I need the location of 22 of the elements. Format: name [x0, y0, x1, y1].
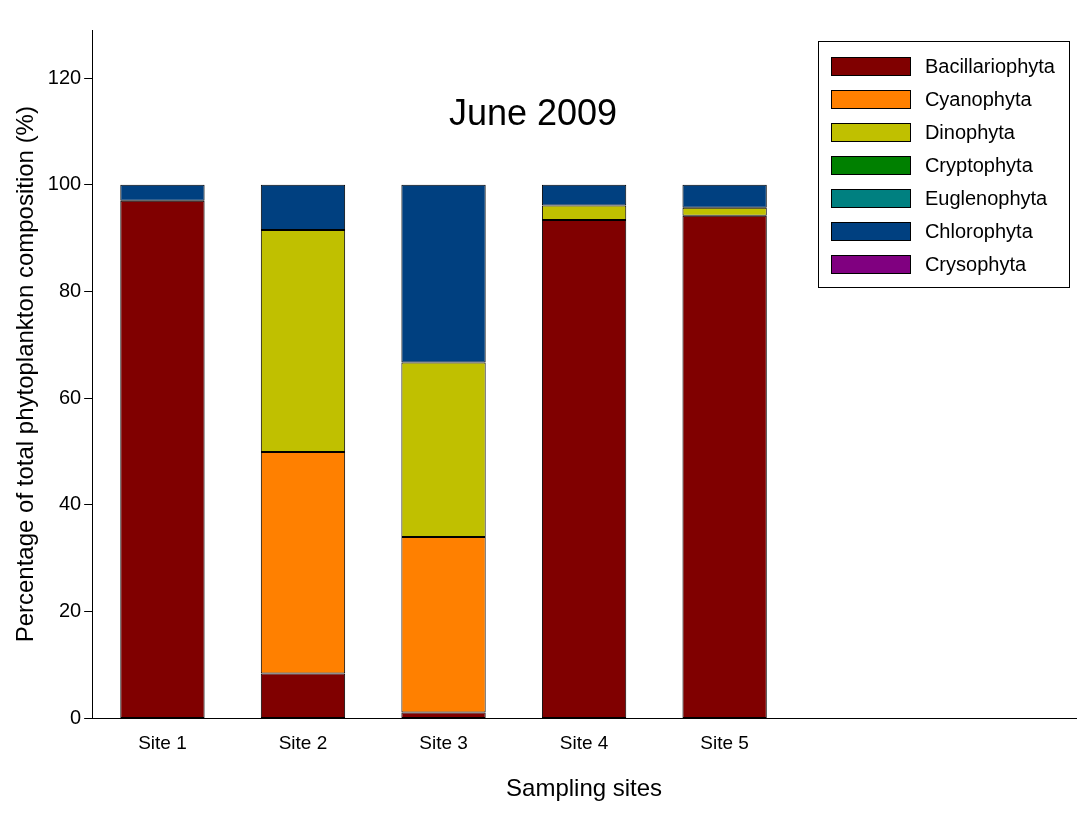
x-tick-label: Site 3 — [419, 732, 468, 754]
legend-label: Cyanophyta — [924, 88, 1032, 111]
text: June 2009 — [447, 92, 619, 134]
x-tick-label: Site 5 — [700, 732, 749, 754]
y-tick-label: 60 — [58, 385, 82, 408]
x-tick-label: Site 2 — [278, 732, 328, 754]
y-tick-label: 80 — [58, 279, 82, 301]
y-tick-label: 20 — [58, 599, 82, 622]
y-tick-label: 0 — [70, 705, 82, 728]
legend-label: Bacillariophyta — [924, 55, 1055, 78]
legend-label: Euglenophyta — [924, 187, 1048, 210]
legend-label: Crysophyta — [924, 253, 1027, 276]
y-tick-label: 120 — [47, 65, 82, 88]
legend-label: Dinophyta — [924, 121, 1015, 144]
legend-label: Chlorophyta — [924, 220, 1033, 243]
x-tick-label: Site 1 — [138, 732, 187, 754]
y-tick-label: 100 — [47, 172, 82, 195]
x-tick-label: Site 4 — [559, 732, 609, 754]
legend-label: Cryptophyta — [924, 154, 1033, 177]
x-axis-title: Sampling sites — [506, 774, 663, 802]
y-axis-title: Percentage of total phytoplankton composition (%) — [11, 106, 39, 643]
y-tick-label: 40 — [58, 492, 82, 515]
